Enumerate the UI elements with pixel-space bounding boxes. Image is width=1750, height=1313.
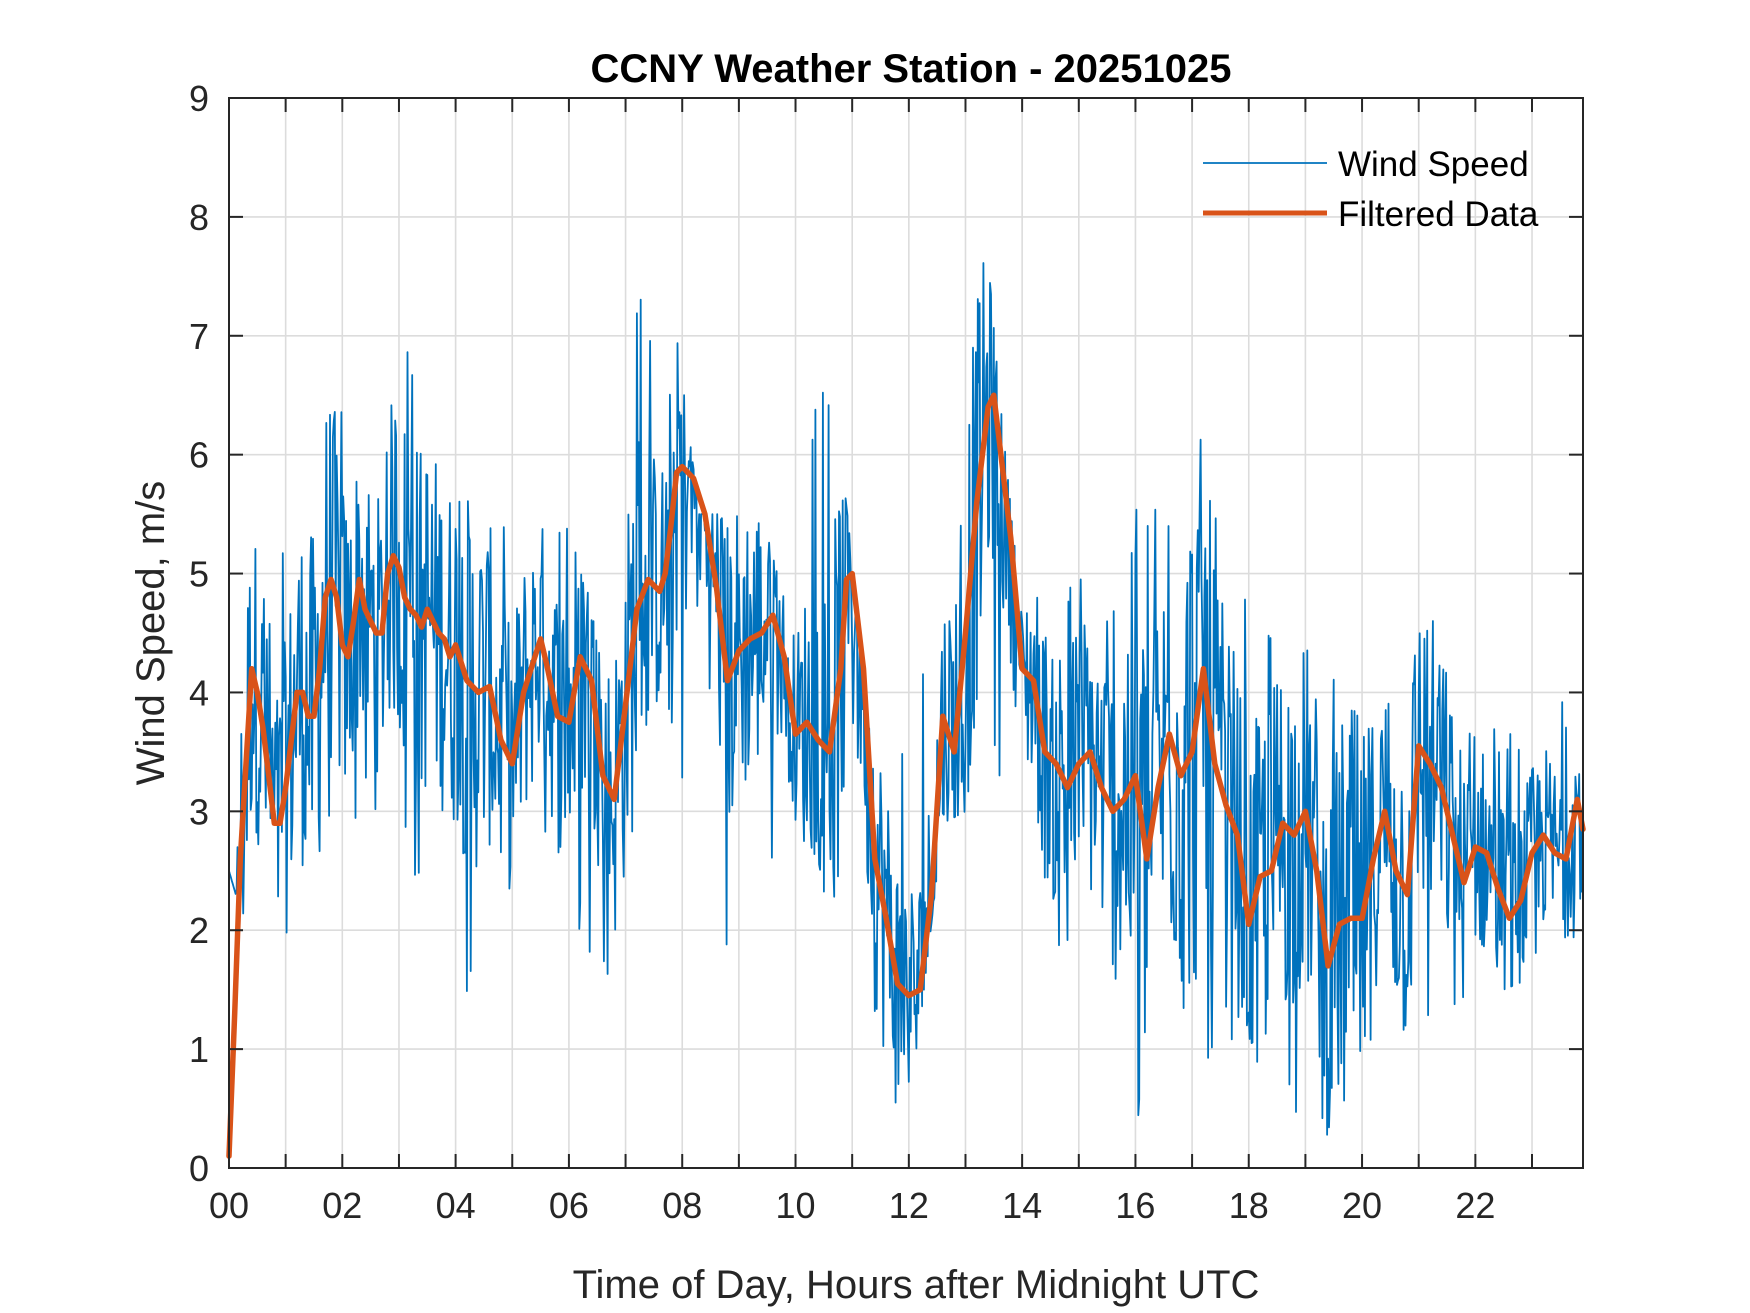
x-tick-label: 22 bbox=[1455, 1185, 1495, 1226]
x-tick-label: 14 bbox=[1002, 1185, 1042, 1226]
x-tick-label: 02 bbox=[322, 1185, 362, 1226]
y-tick-label: 4 bbox=[189, 672, 209, 713]
y-tick-label: 1 bbox=[189, 1029, 209, 1070]
x-tick-label: 06 bbox=[549, 1185, 589, 1226]
y-tick-label: 7 bbox=[189, 316, 209, 357]
x-tick-label: 12 bbox=[889, 1185, 929, 1226]
axes-box bbox=[228, 97, 1584, 1169]
x-tick-label: 00 bbox=[209, 1185, 249, 1226]
y-tick-label: 2 bbox=[189, 910, 209, 951]
x-tick-label: 10 bbox=[776, 1185, 816, 1226]
axis-ticks bbox=[229, 98, 1583, 1168]
plot-area bbox=[229, 98, 1583, 1168]
y-tick-label: 5 bbox=[189, 554, 209, 595]
x-tick-label: 04 bbox=[436, 1185, 476, 1226]
x-tick-labels: 00 02 04 06 08 10 12 14 16 18 20 22 bbox=[209, 1185, 1495, 1226]
x-tick-label: 08 bbox=[662, 1185, 702, 1226]
filtered-data-line bbox=[226, 392, 1586, 1159]
x-tick-label: 16 bbox=[1115, 1185, 1155, 1226]
legend-label-filtered-data: Filtered Data bbox=[1338, 195, 1539, 234]
x-tick-label: 20 bbox=[1342, 1185, 1382, 1226]
series-filtered-data bbox=[226, 392, 1586, 1159]
legend-label-wind-speed: Wind Speed bbox=[1338, 145, 1529, 184]
x-tick-label: 18 bbox=[1229, 1185, 1269, 1226]
y-tick-label: 3 bbox=[189, 791, 209, 832]
y-tick-label: 9 bbox=[189, 78, 209, 119]
y-tick-labels: 0 1 2 3 4 5 6 7 8 9 bbox=[189, 78, 209, 1189]
chart-title: CCNY Weather Station - 20251025 bbox=[591, 47, 1232, 91]
x-axis-label: Time of Day, Hours after Midnight UTC bbox=[573, 1263, 1260, 1307]
y-tick-label: 6 bbox=[189, 435, 209, 476]
y-tick-label: 0 bbox=[189, 1148, 209, 1189]
y-axis-label: Wind Speed, m/s bbox=[129, 481, 173, 786]
y-tick-label: 8 bbox=[189, 197, 209, 238]
legend: Wind Speed Filtered Data bbox=[1203, 145, 1539, 234]
